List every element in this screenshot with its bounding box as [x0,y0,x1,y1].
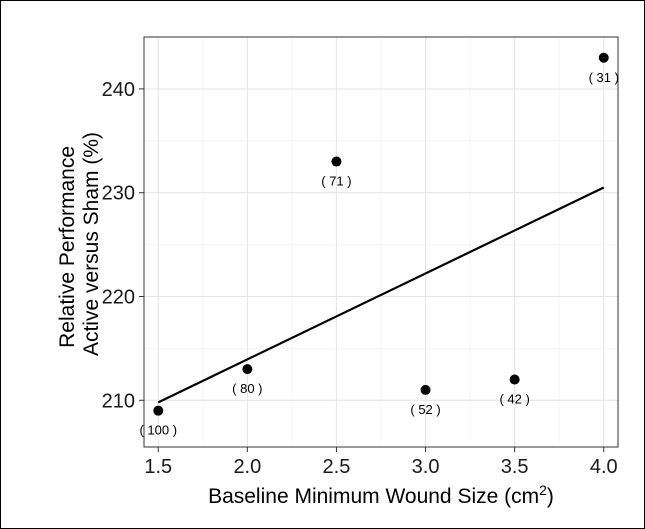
trendline [157,186,605,404]
point-labels-layer: ( 100 ) ( 80 ) ( 71 ) ( 52 ) ( 42 ) ( 31 ) [139,70,618,438]
data-point-label: ( 42 ) [499,392,529,407]
x-tick-label: 1.5 [144,456,172,478]
minor-grid [144,37,618,447]
x-axis-title-suffix: ) [547,485,554,508]
data-point-label: ( 100 ) [139,423,177,438]
x-tick-label: 4.0 [590,456,618,478]
y-axis-title-line-1: Relative Performance [56,146,79,348]
x-axis-title-superscript: 2 [539,482,547,498]
data-point-label: ( 71 ) [321,174,351,189]
data-point [331,156,342,167]
y-axis-title-line-2: Active versus Sham (%) [80,132,103,356]
x-axis-title: Baseline Minimum Wound Size (cm2) [208,482,554,508]
x-tick-label: 3.5 [501,456,529,478]
y-tick-label: 220 [102,286,135,308]
data-point-label: ( 31 ) [589,70,619,85]
x-tick-label: 3.0 [412,456,440,478]
x-tick-label: 2.0 [233,456,261,478]
x-axis-title-text: Baseline Minimum Wound Size (cm [208,485,539,508]
axis-ticks [139,88,605,452]
data-point [420,384,431,395]
trendline-layer [157,186,605,404]
data-point [153,405,164,416]
y-tick-label: 240 [102,79,135,101]
y-tick-label: 210 [102,390,135,412]
y-tick-label: 230 [102,183,135,205]
x-tick-label: 2.5 [323,456,351,478]
points-layer [153,52,609,416]
data-point [242,364,253,375]
y-tick-labels: 210 220 230 240 [102,79,135,412]
data-point-label: ( 52 ) [410,402,440,417]
data-point [598,52,609,63]
panel-border [143,36,619,448]
major-grid [144,37,618,447]
y-axis-title: Relative Performance Active versus Sham … [56,132,103,356]
x-tick-labels: 1.5 2.0 2.5 3.0 3.5 4.0 [144,456,617,478]
data-point [509,374,520,385]
data-point-label: ( 80 ) [232,381,262,396]
